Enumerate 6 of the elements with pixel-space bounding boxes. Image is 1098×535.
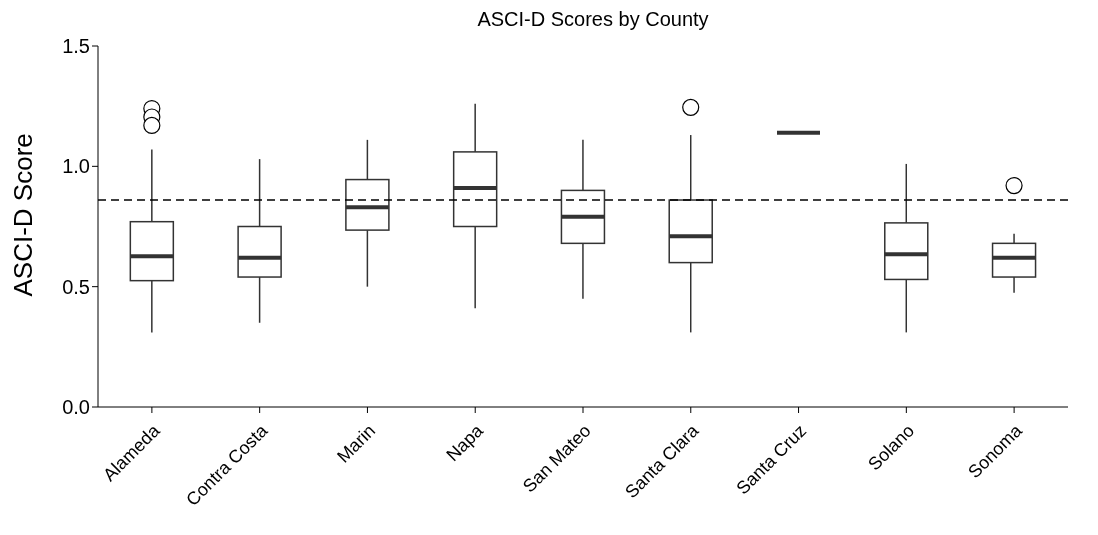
y-tick-label: 1.0	[62, 155, 90, 178]
y-tick-label: 1.5	[62, 35, 90, 58]
y-tick-label: 0.0	[62, 396, 90, 419]
y-tick-label: 0.5	[62, 275, 90, 298]
chart-title: ASCI-D Scores by County	[476, 8, 710, 31]
y-axis-title: ASCI-D Score	[8, 133, 39, 297]
